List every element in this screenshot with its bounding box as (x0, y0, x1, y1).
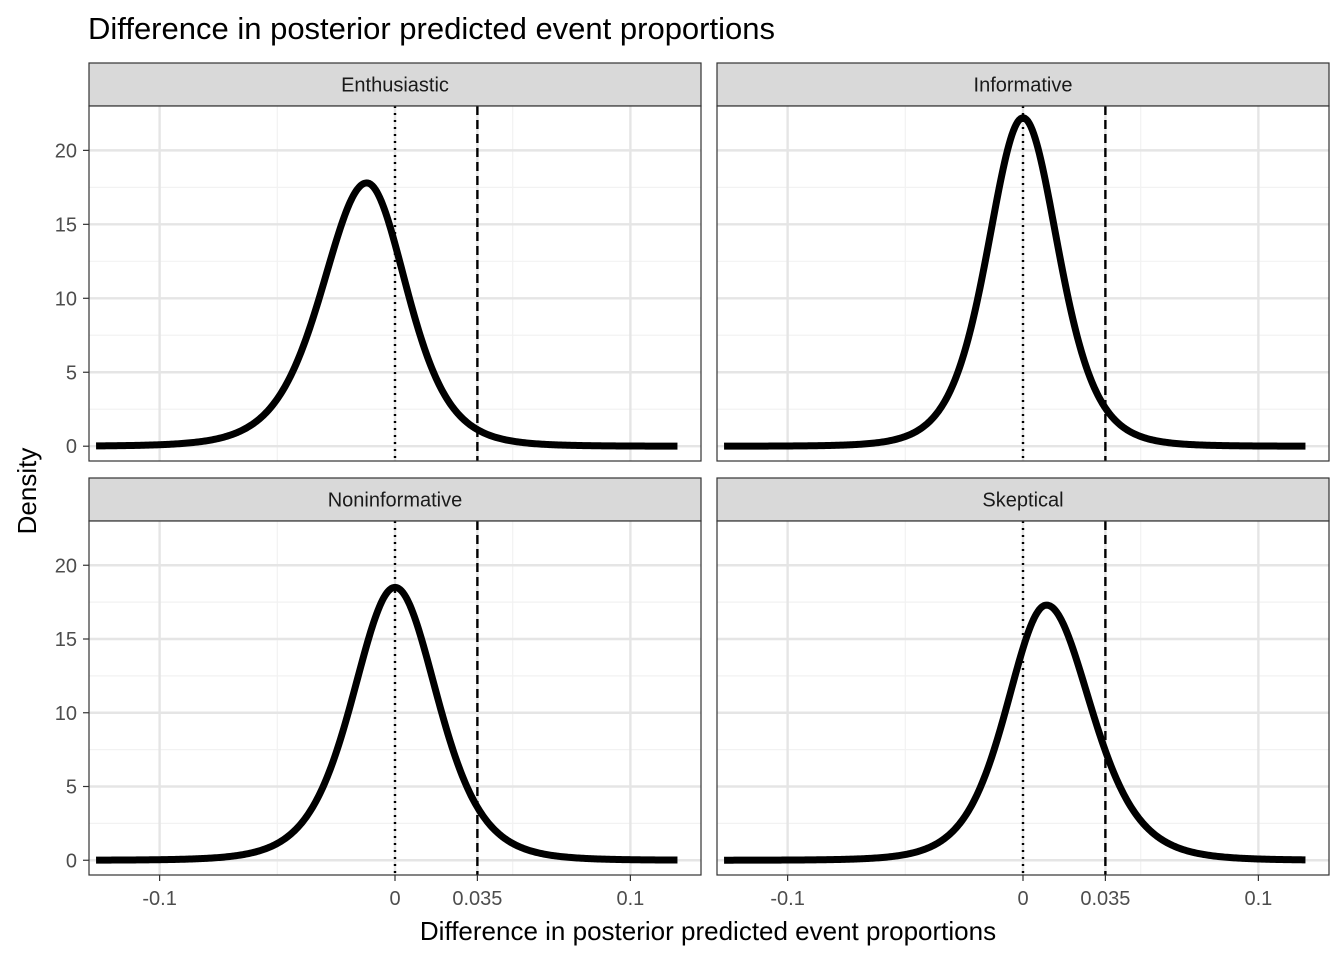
x-tick-label: 0.035 (1080, 888, 1130, 910)
facet-strip (88, 477, 702, 522)
density-curve-informative (722, 114, 1308, 450)
facet-strip (88, 62, 702, 107)
facet-strip (716, 62, 1330, 107)
x-tick-label: -0.1 (770, 888, 804, 910)
x-tick-label: 0.1 (616, 888, 644, 910)
facet-panels: Enthusiastic 0 5 10 15 20 Informative Noninform… (55, 62, 1330, 910)
x-tick-label: 0 (1017, 888, 1028, 910)
y-tick-label: 10 (55, 288, 77, 310)
x-tick-label: 0.1 (1244, 888, 1272, 910)
facet-strip-label: Enthusiastic (341, 75, 449, 97)
y-tick-label: 0 (66, 850, 77, 872)
x-tick-label: -0.1 (142, 888, 176, 910)
facet-strip (716, 477, 1330, 522)
facet-strip-label: Noninformative (328, 490, 463, 512)
facet-enthusiastic: Enthusiastic 0 5 10 15 20 (55, 62, 702, 462)
facet-strip-label: Informative (974, 75, 1073, 97)
chart-title: Difference in posterior predicted event … (88, 11, 775, 46)
y-tick-label: 5 (66, 777, 77, 799)
y-tick-label: 10 (55, 703, 77, 725)
density-curve-skeptical (722, 601, 1308, 864)
y-tick-label: 20 (55, 140, 77, 162)
density-curve-enthusiastic (94, 179, 680, 450)
y-tick-label: 15 (55, 629, 77, 651)
panel-border (716, 105, 1330, 462)
facet-informative: Informative (716, 62, 1330, 462)
panel-border (88, 105, 702, 462)
x-tick-label: 0.035 (452, 888, 502, 910)
y-tick-label: 0 (66, 436, 77, 458)
y-tick-label: 15 (55, 214, 77, 236)
y-tick-label: 5 (66, 362, 77, 384)
facet-skeptical: Skeptical -0.1 0 0.035 0.1 (716, 477, 1330, 910)
density-curve-noninformative (94, 583, 680, 864)
y-tick-label: 20 (55, 555, 77, 577)
facet-noninformative: Noninformative 0 5 10 15 20 -0.1 0 0.035 0.1 (55, 477, 702, 910)
y-axis-label: Density (12, 448, 42, 535)
x-tick-label: 0 (389, 888, 400, 910)
facet-strip-label: Skeptical (982, 490, 1063, 512)
x-axis-label: Difference in posterior predicted event … (420, 916, 996, 946)
